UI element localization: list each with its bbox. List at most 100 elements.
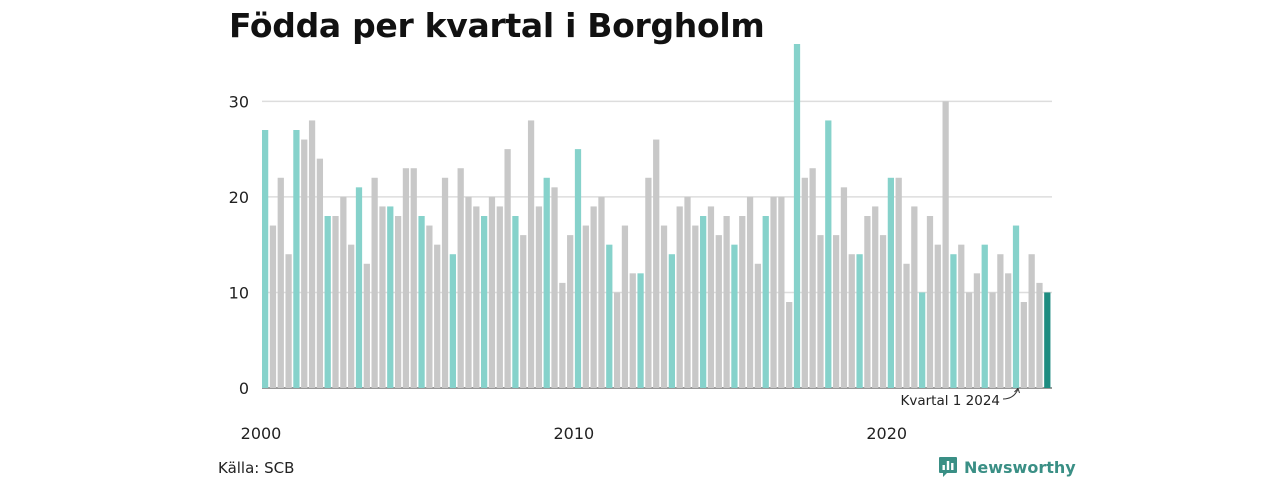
bar xyxy=(973,273,981,388)
bar xyxy=(473,206,480,388)
bar xyxy=(645,177,652,388)
bar xyxy=(723,216,730,388)
bar xyxy=(653,139,660,388)
bar xyxy=(746,196,754,388)
bar xyxy=(629,273,636,388)
bar xyxy=(457,168,464,388)
bar xyxy=(942,101,949,388)
bar xyxy=(551,187,558,388)
bar xyxy=(637,273,644,388)
bar xyxy=(840,187,848,388)
bar xyxy=(574,149,582,388)
bar xyxy=(418,216,425,388)
chart-title: Födda per kvartal i Borgholm xyxy=(229,6,765,45)
bar xyxy=(981,244,988,388)
bar xyxy=(340,196,347,388)
bar xyxy=(269,225,277,388)
bar xyxy=(527,120,535,388)
y-tick-label: 20 xyxy=(229,188,249,207)
bar xyxy=(285,254,292,388)
bar xyxy=(926,216,934,388)
bar xyxy=(965,292,973,388)
bar xyxy=(911,206,918,388)
bar xyxy=(387,206,394,388)
bar xyxy=(1044,292,1051,388)
bar xyxy=(316,158,324,388)
bar xyxy=(371,177,378,388)
bar xyxy=(402,168,410,388)
bar xyxy=(535,206,543,388)
brand-name: Newsworthy xyxy=(964,457,1076,477)
bar xyxy=(394,216,402,388)
bar xyxy=(496,206,503,388)
bar xyxy=(700,216,707,388)
bar xyxy=(919,292,926,388)
bar xyxy=(1036,282,1043,388)
newsworthy-icon xyxy=(939,457,957,477)
bar xyxy=(441,177,449,388)
bar xyxy=(825,120,832,388)
bar xyxy=(598,196,605,388)
bar xyxy=(567,235,574,388)
bar xyxy=(520,235,527,388)
bar xyxy=(856,254,863,388)
bar xyxy=(809,168,816,388)
bar xyxy=(676,206,683,388)
bar xyxy=(793,44,801,388)
bar xyxy=(707,206,715,388)
bar xyxy=(848,254,855,388)
x-tick-label: 2010 xyxy=(554,424,595,443)
bar xyxy=(739,216,746,388)
bar xyxy=(762,216,769,388)
bar xyxy=(512,216,519,388)
bar xyxy=(895,177,902,388)
x-tick-label: 2020 xyxy=(866,424,907,443)
bar xyxy=(684,196,691,388)
bar xyxy=(590,206,597,388)
bar xyxy=(559,282,566,388)
bar xyxy=(668,254,675,388)
bar xyxy=(660,225,668,388)
bar xyxy=(1012,225,1020,388)
bar xyxy=(754,263,762,388)
y-tick-label: 10 xyxy=(229,283,249,302)
x-tick-label: 2000 xyxy=(241,424,282,443)
bar xyxy=(481,216,488,388)
bar xyxy=(621,225,629,388)
source-label: Källa: SCB xyxy=(218,459,295,477)
bar xyxy=(872,206,879,388)
bar xyxy=(1005,273,1012,388)
bar xyxy=(887,177,894,388)
bar xyxy=(1020,302,1027,388)
y-tick-label: 30 xyxy=(229,92,249,111)
bar xyxy=(543,177,550,388)
bar xyxy=(997,254,1004,388)
bar xyxy=(379,206,386,388)
y-tick-label: 0 xyxy=(239,379,249,398)
bar xyxy=(770,196,777,388)
bar xyxy=(324,216,331,388)
latest-quarter-annotation: Kvartal 1 2024 xyxy=(900,393,1000,409)
bar xyxy=(332,216,339,388)
bar xyxy=(293,130,300,388)
bar xyxy=(731,244,738,388)
bar xyxy=(434,244,441,388)
bar xyxy=(958,244,965,388)
bar xyxy=(989,292,996,388)
bar xyxy=(410,168,417,388)
annotation-arrow xyxy=(1002,388,1019,400)
bar xyxy=(426,225,433,388)
newsworthy-logo[interactable]: Newsworthy xyxy=(938,455,1076,479)
bar xyxy=(817,235,824,388)
annotation-arrowhead xyxy=(1014,387,1020,394)
bar xyxy=(606,244,613,388)
bar xyxy=(950,254,957,388)
bar xyxy=(465,196,472,388)
bar xyxy=(308,120,316,388)
bar xyxy=(934,244,941,388)
bar xyxy=(355,187,363,388)
bar xyxy=(488,196,496,388)
bar xyxy=(1028,254,1035,388)
bar xyxy=(715,235,722,388)
